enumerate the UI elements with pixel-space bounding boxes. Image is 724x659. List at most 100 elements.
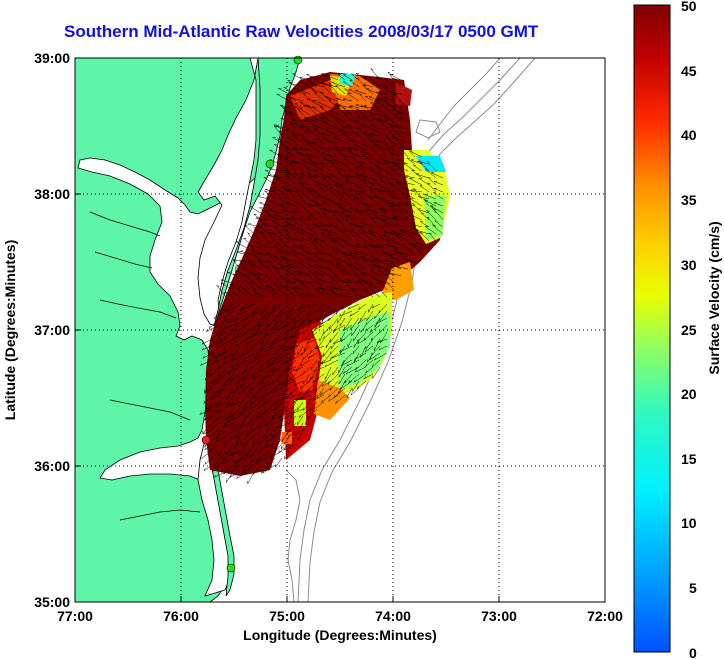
velocity-arrow [362,124,374,130]
velocity-arrow [384,119,395,130]
velocity-arrow-head [421,212,425,214]
velocity-arrow [269,450,283,459]
velocity-arrow [292,317,304,324]
velocity-arrow [245,380,255,389]
velocity-arrow-head [253,274,257,277]
velocity-arrow [355,294,367,298]
velocity-arrow-head [334,146,338,148]
velocity-arrow [234,352,248,361]
velocity-arrow [353,331,360,342]
velocity-arrow [277,289,290,298]
velocity-arrow-head [202,430,204,434]
velocity-arrow [381,219,395,228]
velocity-arrow [393,142,402,151]
velocity-arrow-head [227,320,231,324]
velocity-arrow [283,373,290,387]
velocity-arrow [273,277,283,284]
velocity-arrow [281,359,290,366]
velocity-arrow [214,415,227,421]
velocity-arrow [431,172,444,179]
velocity-arrow [316,387,325,399]
velocity-arrow-head [206,407,209,411]
velocity-arrow-head [307,416,309,420]
velocity-cell [292,338,320,392]
velocity-arrow-head [271,415,274,419]
velocity-arrow-head [349,286,353,289]
velocity-arrow [357,331,367,343]
velocity-arrow [323,331,332,340]
velocity-arrow [355,73,367,81]
velocity-arrow [375,92,388,95]
velocity-arrow [288,331,297,340]
velocity-arrow [263,203,276,214]
y-tick-label: 38:00 [34,186,70,202]
velocity-arrow [275,345,283,355]
velocity-arrow [399,130,409,137]
velocity-arrow [330,290,339,298]
velocity-arrow [219,317,227,329]
velocity-arrow-head [356,268,360,270]
velocity-arrow-head [304,116,308,118]
velocity-arrow [369,324,381,333]
velocity-arrow [349,188,360,193]
velocity-arrow-head [199,456,202,460]
velocity-arrow-head [324,229,328,231]
velocity-arrow-head [265,285,269,288]
velocity-arrow-head [204,390,207,394]
velocity-arrow [433,181,444,186]
velocity-arrow-head [346,174,350,176]
velocity-arrow-head [209,386,211,390]
velocity-arrow [285,148,297,151]
velocity-arrow [233,429,241,438]
velocity-arrow-head [242,469,245,473]
velocity-arrow-head [348,306,351,310]
velocity-arrow-head [346,363,349,367]
velocity-arrow-head [341,230,345,232]
velocity-arrow [280,436,290,450]
velocity-arrow [226,366,241,374]
velocity-arrow [343,366,353,374]
velocity-arrow [283,210,297,214]
velocity-arrow-head [274,356,277,360]
velocity-arrow-head [407,248,411,250]
velocity-arrow [285,234,297,242]
velocity-arrow-head [396,110,400,112]
velocity-arrow-head [379,178,383,180]
velocity-arrow-head [253,213,257,215]
velocity-arrow [363,132,374,144]
velocity-arrow [311,88,325,95]
velocity-arrow [305,141,318,144]
velocity-arrow [250,359,262,370]
velocity-arrow [337,310,346,324]
velocity-arrow [372,366,381,379]
velocity-arrow-head [369,244,373,246]
velocity-arrow [278,283,290,291]
velocity-arrow [255,217,269,221]
velocity-arrow-head [224,319,227,322]
station-marker [265,159,275,169]
velocity-arrow-head [348,105,352,107]
velocity-arrow [410,159,423,165]
velocity-arrow [359,165,374,172]
velocity-arrow [305,387,318,395]
velocity-arrow-head [306,167,310,169]
velocity-arrow [363,132,374,137]
velocity-arrow-head [352,153,356,156]
velocity-arrow [314,129,325,137]
velocity-arrow [340,359,353,367]
velocity-arrow-head [287,189,291,192]
velocity-arrow-head [310,349,312,353]
velocity-arrow-head [336,149,340,151]
velocity-arrow-head [270,370,274,373]
velocity-arrow [296,359,304,372]
velocity-arrow-head [275,322,277,326]
velocity-arrow [352,255,367,263]
velocity-arrow-head [267,260,271,263]
velocity-arrow [240,251,255,256]
velocity-arrow [286,289,297,298]
velocity-arrow-head [204,461,207,465]
velocity-arrow-head [309,282,312,284]
velocity-arrow-head [292,244,296,246]
velocity-arrow-head [265,188,269,190]
velocity-arrow-head [365,322,368,326]
